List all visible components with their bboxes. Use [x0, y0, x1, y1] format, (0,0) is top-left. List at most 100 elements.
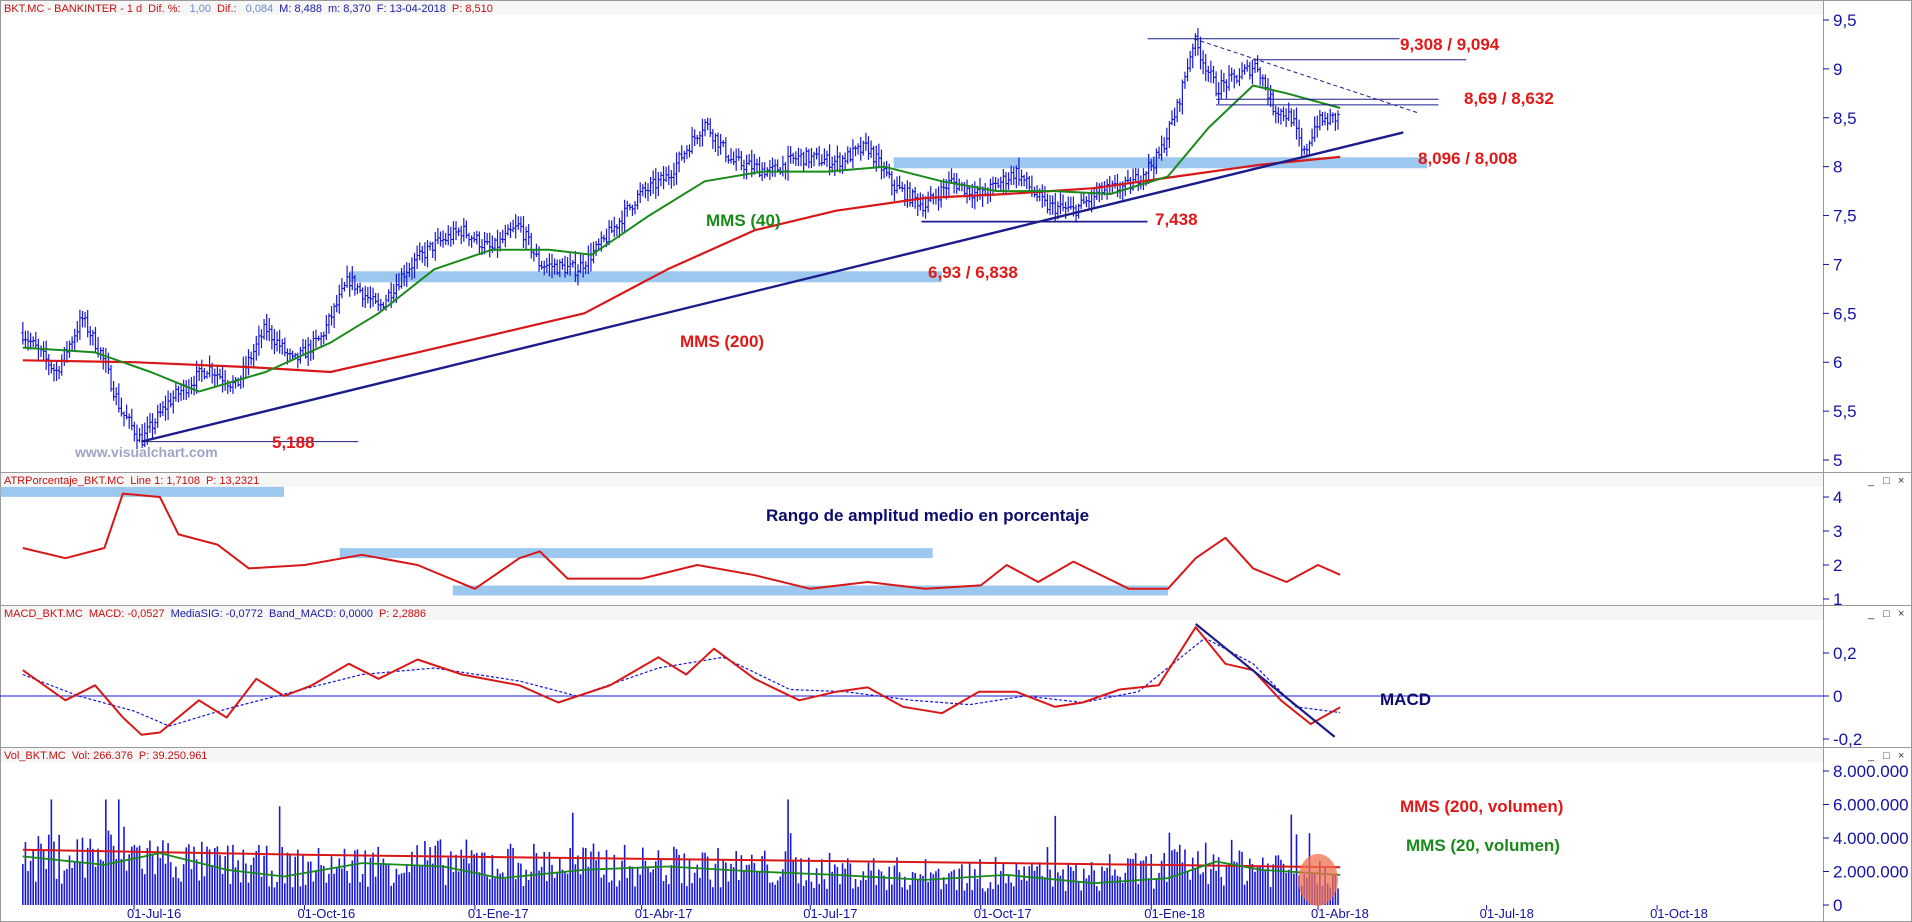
- y-tick-label: 0,2: [1833, 644, 1857, 663]
- panel-controls[interactable]: _ □ × _ □ × _ □ ×: [1867, 475, 1904, 762]
- y-tick-label: 2: [1833, 556, 1842, 575]
- header-segment: m: 8,370: [328, 3, 371, 15]
- price-drawings: [141, 38, 1467, 443]
- zone-693: [348, 271, 942, 283]
- y-tick-label: 2.000.000: [1833, 863, 1909, 882]
- header-segment: Dif. %:: [148, 3, 183, 15]
- x-tick-label: 01-Ene-17: [468, 906, 529, 921]
- header-segment: MediaSIG: -0,0772: [171, 608, 263, 620]
- price-zones: [348, 157, 1428, 283]
- macd-title: MACD: [1380, 690, 1431, 709]
- y-tick-label: 6.000.000: [1833, 796, 1909, 815]
- header-segment: BKT.MC - BANKINTER - 1 d: [4, 3, 142, 15]
- label-support-7438: 7,438: [1155, 210, 1198, 229]
- y-tick-label: 0: [1833, 896, 1842, 915]
- minimize-icon[interactable]: _: [1867, 750, 1875, 762]
- macd-drawings: [1195, 623, 1336, 738]
- atr-y-axis: 4 3 2 1: [1823, 488, 1842, 609]
- macd-line: [22, 626, 1341, 736]
- header-segment: ATRPorcentaje_BKT.MC: [4, 475, 124, 487]
- atr-zone-low: [452, 585, 1168, 596]
- atr-zone-mid: [339, 548, 933, 559]
- label-support-693: 6,93 / 6,838: [928, 263, 1018, 282]
- price-panel-header: BKT.MC - BANKINTER - 1 d Dif. %: 1,00 Dif.…: [4, 3, 493, 15]
- header-segment: Vol_BKT.MC: [4, 750, 66, 762]
- zone-8096: [893, 157, 1428, 169]
- header-segment: Vol: 266.376: [72, 750, 133, 762]
- y-tick-label: 9,5: [1833, 11, 1857, 30]
- header-segment: P: 8,510: [452, 3, 493, 15]
- label-mms40: MMS (40): [706, 211, 781, 230]
- vol-sma200-line: [22, 848, 1341, 869]
- atr-zones: [0, 486, 1168, 596]
- y-tick-label: 7,5: [1833, 207, 1857, 226]
- header-segment: 1,00: [190, 3, 211, 15]
- y-tick-label: 4: [1833, 488, 1842, 507]
- header-segment: Dif.:: [217, 3, 240, 15]
- x-tick-label: 01-Ene-18: [1144, 906, 1205, 921]
- label-resistance-9308: 9,308 / 9,094: [1400, 35, 1500, 54]
- resistance-trendline: [1193, 38, 1419, 114]
- label-vol-mms200: MMS (200, volumen): [1400, 797, 1563, 816]
- header-segment: 0,084: [246, 3, 274, 15]
- x-axis: 01-Jul-16 01-Oct-16 01-Ene-17 01-Abr-17 01-J…: [127, 905, 1708, 921]
- label-mms200: MMS (200): [680, 332, 764, 351]
- y-tick-label: 5,5: [1833, 402, 1857, 421]
- y-tick-label: 1: [1833, 590, 1842, 609]
- sma200-line: [22, 155, 1341, 374]
- header-segment: P: 2,2886: [379, 608, 426, 620]
- x-tick-label: 01-Abr-17: [635, 906, 693, 921]
- y-tick-label: 8,5: [1833, 109, 1857, 128]
- support-trendline: [141, 131, 1404, 443]
- volume-bars: [22, 799, 1339, 905]
- maximize-icon[interactable]: □: [1883, 608, 1890, 620]
- y-tick-label: 3: [1833, 522, 1842, 541]
- vol-sma20-line: [22, 852, 1341, 885]
- x-tick-label: 01-Jul-17: [803, 906, 857, 921]
- x-tick-label: 01-Oct-17: [974, 906, 1032, 921]
- y-tick-label: 8: [1833, 158, 1842, 177]
- y-tick-label: 8.000.000: [1833, 762, 1909, 781]
- close-icon[interactable]: ×: [1898, 475, 1904, 487]
- macd-signal-line: [22, 637, 1341, 727]
- maximize-icon[interactable]: □: [1883, 750, 1890, 762]
- header-segment: P: 13,2321: [206, 475, 259, 487]
- close-icon[interactable]: ×: [1898, 608, 1904, 620]
- label-support-5188: 5,188: [272, 433, 315, 452]
- header-segment: Band_MACD: 0,0000: [269, 608, 373, 620]
- macd-trendline: [1195, 623, 1336, 738]
- atr-panel-header: ATRPorcentaje_BKT.MC Line 1: 1,7108 P: 13,…: [4, 475, 259, 487]
- y-tick-label: 6: [1833, 353, 1842, 372]
- minimize-icon[interactable]: _: [1867, 608, 1875, 620]
- volume-drawings: [1298, 853, 1338, 906]
- x-tick-label: 01-Jul-16: [127, 906, 181, 921]
- volume-y-axis: 8.000.000 6.000.000 4.000.000 2.000.000 0: [1823, 762, 1909, 915]
- y-tick-label: 5: [1833, 451, 1842, 470]
- watermark: www.visualchart.com: [74, 444, 218, 460]
- label-support-8096: 8,096 / 8,008: [1418, 149, 1517, 168]
- minimize-icon[interactable]: _: [1867, 475, 1875, 487]
- volume-moving-averages: [22, 848, 1341, 885]
- sma40-line: [22, 84, 1341, 393]
- macd-y-axis: 0,2 0 -0,2: [1823, 644, 1862, 749]
- label-vol-mms20: MMS (20, volumen): [1406, 836, 1560, 855]
- header-segment: Line 1: 1,7108: [130, 475, 200, 487]
- close-icon[interactable]: ×: [1898, 750, 1904, 762]
- price-moving-averages: [22, 84, 1341, 393]
- label-resistance-869: 8,69 / 8,632: [1464, 89, 1554, 108]
- header-segment: M: 8,488: [279, 3, 322, 15]
- header-segment: P: 39.250.961: [139, 750, 208, 762]
- maximize-icon[interactable]: □: [1883, 475, 1890, 487]
- x-tick-label: 01-Abr-18: [1311, 906, 1369, 921]
- y-tick-label: 0: [1833, 687, 1842, 706]
- volume-highlight: [1298, 853, 1338, 906]
- header-segment: F: 13-04-2018: [377, 3, 446, 15]
- atr-line: [22, 492, 1341, 590]
- x-tick-label: 01-Jul-18: [1480, 906, 1534, 921]
- x-tick-label: 01-Oct-16: [297, 906, 355, 921]
- y-tick-label: 7: [1833, 255, 1842, 274]
- volume-panel-header: Vol_BKT.MC Vol: 266.376 P: 39.250.961: [4, 750, 207, 762]
- x-tick-label: 01-Oct-18: [1650, 906, 1708, 921]
